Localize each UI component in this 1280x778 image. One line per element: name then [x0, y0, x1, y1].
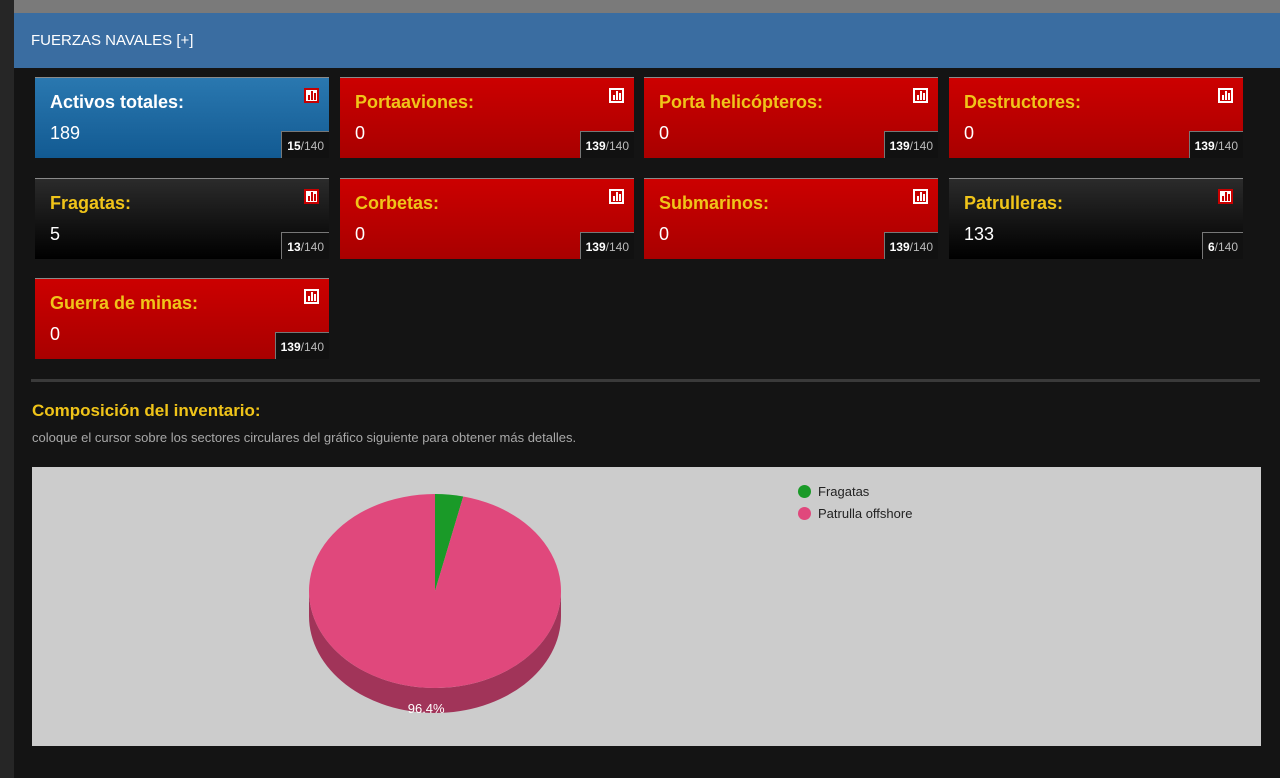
content-panel: Activos totales: 189 15/140 Portaaviones: 0 1… — [14, 68, 1280, 778]
stat-card[interactable]: Fragatas: 5 13/140 — [35, 178, 329, 259]
pie-slice[interactable] — [309, 494, 561, 688]
bar-chart-icon[interactable] — [1218, 189, 1233, 204]
card-label: Portaaviones: — [355, 92, 475, 112]
bar-chart-icon[interactable] — [304, 88, 319, 103]
rank-position: 139 — [280, 340, 301, 354]
stat-card[interactable]: Patrulleras: 133 6/140 — [949, 178, 1243, 259]
bar-chart-icon[interactable] — [609, 189, 624, 204]
bar-chart-icon[interactable] — [1218, 88, 1233, 103]
card-label: Submarinos: — [659, 193, 770, 213]
rank-total: /140 — [1214, 240, 1238, 254]
rank-position: 13 — [287, 240, 301, 254]
pie-chart-box: 96.4% Fragatas Patrulla offshore — [32, 467, 1261, 746]
rank-badge: 139/140 — [579, 131, 634, 158]
rank-badge: 139/140 — [1188, 131, 1243, 158]
rank-total: /140 — [300, 240, 324, 254]
card-value: 5 — [50, 224, 61, 244]
stat-card[interactable]: Activos totales: 189 15/140 — [35, 77, 329, 158]
card-value: 0 — [355, 224, 366, 244]
card-value: 0 — [964, 123, 975, 143]
section-subtitle: coloque el cursor sobre los sectores cir… — [32, 430, 577, 445]
legend-item[interactable]: Fragatas — [798, 480, 912, 502]
pie-data-label: 96.4% — [408, 701, 445, 716]
card-value: 0 — [659, 224, 670, 244]
rank-position: 139 — [889, 240, 910, 254]
stat-card[interactable]: Portaaviones: 0 139/140 — [340, 77, 634, 158]
card-label: Corbetas: — [355, 193, 440, 213]
card-label: Activos totales: — [50, 92, 185, 112]
rank-position: 139 — [585, 139, 606, 153]
rank-position: 139 — [585, 240, 606, 254]
card-label: Fragatas: — [50, 193, 132, 213]
rank-position: 15 — [287, 139, 301, 153]
rank-badge: 139/140 — [579, 232, 634, 259]
rank-position: 139 — [889, 139, 910, 153]
rank-badge: 13/140 — [281, 232, 329, 259]
legend-label: Patrulla offshore — [818, 505, 913, 521]
rank-total: /140 — [909, 139, 933, 153]
rank-badge: 139/140 — [883, 232, 938, 259]
rank-total: /140 — [1214, 139, 1238, 153]
rank-total: /140 — [909, 240, 933, 254]
card-value: 0 — [50, 324, 61, 344]
pie-chart[interactable]: 96.4% — [32, 467, 1261, 746]
header-title[interactable]: FUERZAS NAVALES [+] — [31, 32, 194, 49]
legend-label: Fragatas — [818, 483, 870, 499]
rank-position: 139 — [1194, 139, 1215, 153]
rank-total: /140 — [300, 139, 324, 153]
stat-card[interactable]: Submarinos: 0 139/140 — [644, 178, 938, 259]
rank-badge: 6/140 — [1201, 232, 1243, 259]
top-strip — [14, 0, 1280, 13]
stat-card[interactable]: Corbetas: 0 139/140 — [340, 178, 634, 259]
rank-badge: 139/140 — [274, 332, 329, 359]
card-label: Patrulleras: — [964, 193, 1064, 213]
left-edge — [0, 0, 14, 778]
card-value: 189 — [50, 123, 81, 143]
card-value: 0 — [355, 123, 366, 143]
pie-slice[interactable] — [435, 494, 464, 591]
stat-card[interactable]: Guerra de minas: 0 139/140 — [35, 278, 329, 359]
rank-badge: 15/140 — [281, 131, 329, 158]
legend-swatch — [798, 484, 811, 498]
card-label: Guerra de minas: — [50, 293, 199, 313]
section-header[interactable]: FUERZAS NAVALES [+] — [14, 13, 1280, 68]
rank-total: /140 — [300, 340, 324, 354]
legend-item[interactable]: Patrulla offshore — [798, 502, 912, 524]
card-value: 133 — [964, 224, 995, 244]
stat-card[interactable]: Destructores: 0 139/140 — [949, 77, 1243, 158]
card-value: 0 — [659, 123, 670, 143]
section-title: Composición del inventario: — [32, 401, 261, 420]
bar-chart-icon[interactable] — [913, 189, 928, 204]
rank-total: /140 — [605, 139, 629, 153]
bar-chart-icon[interactable] — [609, 88, 624, 103]
rank-badge: 139/140 — [883, 131, 938, 158]
pie-side — [309, 591, 561, 713]
stat-card[interactable]: Porta helicópteros: 0 139/140 — [644, 77, 938, 158]
card-label: Porta helicópteros: — [659, 92, 824, 112]
chart-legend: Fragatas Patrulla offshore — [798, 480, 912, 524]
bar-chart-icon[interactable] — [304, 289, 319, 304]
divider — [31, 379, 1260, 382]
card-label: Destructores: — [964, 92, 1082, 112]
legend-swatch — [798, 506, 811, 520]
bar-chart-icon[interactable] — [913, 88, 928, 103]
rank-position: 6 — [1207, 240, 1215, 254]
bar-chart-icon[interactable] — [304, 189, 319, 204]
rank-total: /140 — [605, 240, 629, 254]
